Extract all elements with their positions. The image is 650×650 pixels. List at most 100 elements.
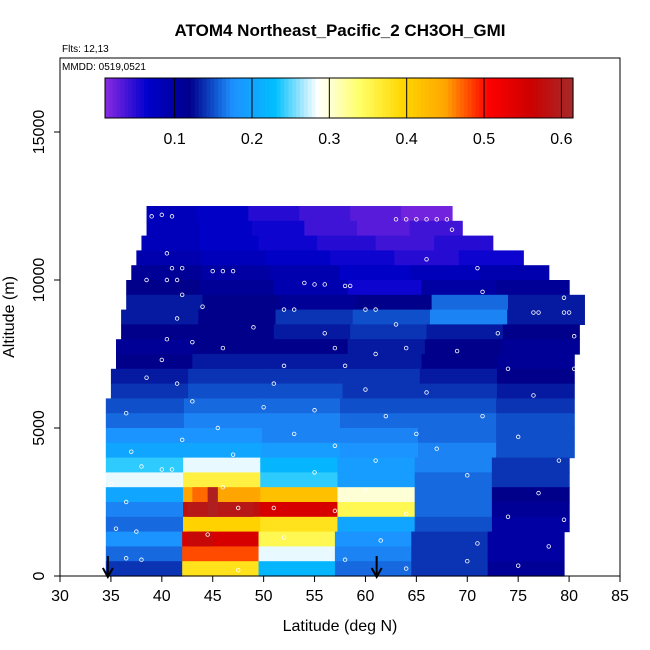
colorbar-swatch	[549, 78, 555, 118]
heatmap-cell	[182, 546, 260, 562]
colorbar-swatch	[300, 78, 305, 118]
heatmap-cell	[141, 235, 201, 251]
y-tick-label: 10000	[31, 258, 48, 303]
sample-point	[571, 366, 577, 371]
colorbar-swatch	[491, 78, 496, 118]
colorbar-tick-label: 0.2	[241, 131, 263, 148]
sample-point	[159, 467, 165, 472]
sample-point	[312, 282, 317, 287]
heatmap-cell	[261, 442, 341, 459]
sample-point	[134, 529, 139, 534]
sample-point	[444, 217, 450, 222]
colorbar-swatch	[350, 78, 356, 118]
colorbar-swatch	[393, 78, 399, 118]
colorbar-swatch	[381, 78, 387, 118]
sample-point	[271, 381, 277, 386]
sample-point	[556, 458, 562, 463]
heatmap-layer	[105, 206, 585, 577]
heatmap-cell	[414, 457, 493, 473]
sample-point	[251, 325, 256, 330]
sample-point	[190, 339, 195, 345]
colorbar-swatch	[307, 78, 313, 118]
colorbar-swatch	[222, 78, 227, 118]
sample-point	[139, 557, 144, 562]
heatmap-cell	[188, 368, 266, 385]
colorbar-swatch	[389, 78, 395, 118]
heatmap-cell	[105, 442, 185, 459]
y-tick-label: 15000	[31, 110, 48, 155]
colorbar-swatch	[183, 78, 188, 118]
colorbar-swatch	[339, 78, 344, 118]
colorbar-swatch	[428, 78, 434, 118]
sample-point	[179, 265, 185, 271]
colorbar-swatch	[229, 78, 235, 118]
heatmap-cell	[188, 383, 266, 399]
colorbar-swatch	[241, 78, 246, 118]
heatmap-cell	[136, 250, 202, 266]
heatmap-hotspot	[187, 502, 254, 517]
colorbar-swatch	[487, 78, 492, 118]
sample-point	[571, 334, 577, 339]
heatmap-cell	[491, 516, 570, 533]
sample-point	[363, 307, 368, 312]
heatmap-cell	[497, 354, 575, 370]
heatmap-cell	[334, 546, 412, 562]
sample-point	[149, 214, 154, 219]
heatmap-cell	[183, 428, 263, 444]
colorbar-swatch	[276, 78, 282, 118]
heatmap-cell	[258, 531, 336, 547]
heatmap-cell	[261, 398, 341, 414]
x-axis-label: Latitude (deg N)	[283, 618, 398, 635]
sample-point	[139, 464, 144, 469]
colorbar-swatch	[225, 78, 231, 118]
colorbar-swatch	[569, 78, 574, 118]
heatmap-cell	[183, 457, 261, 473]
colorbar-swatch	[467, 78, 473, 118]
colorbar-swatch	[159, 78, 165, 118]
heatmap-cell	[304, 220, 358, 237]
heatmap-cell	[146, 220, 200, 237]
heatmap-cell	[260, 487, 339, 503]
colorbar-swatch	[471, 78, 477, 118]
heatmap-cell	[329, 250, 395, 266]
colorbar-swatch	[420, 78, 426, 118]
heatmap-cell	[278, 294, 356, 311]
sample-point	[434, 446, 439, 451]
sample-point	[220, 345, 226, 351]
heatmap-cell	[121, 324, 199, 340]
sample-point	[403, 217, 409, 222]
colorbar-swatch	[245, 78, 250, 118]
colorbar-swatch	[108, 78, 114, 118]
colorbar-swatch	[116, 78, 122, 118]
colorbar-swatch	[202, 78, 207, 118]
colorbar-swatch	[284, 78, 289, 118]
heatmap-cell	[183, 442, 263, 459]
heatmap-cell	[401, 206, 453, 222]
y-tick-label: 5000	[31, 410, 48, 446]
colorbar-swatch	[417, 78, 422, 118]
sample-point	[281, 363, 287, 369]
sample-point	[281, 307, 287, 312]
colorbar-swatch	[268, 78, 274, 118]
heatmap-cell	[265, 368, 344, 385]
heatmap-cell	[487, 531, 565, 547]
heatmap-cell	[183, 516, 261, 533]
colorbar-swatch	[257, 78, 262, 118]
colorbar-swatch	[498, 78, 504, 118]
colorbar-swatch	[323, 78, 328, 118]
heatmap-cell	[426, 324, 504, 340]
sample-point	[291, 431, 297, 437]
x-tick-label: 45	[204, 588, 222, 605]
heatmap-cell	[116, 339, 194, 355]
heatmap-cell	[342, 383, 421, 399]
colorbar-swatch	[553, 78, 558, 118]
colorbar-swatch	[346, 78, 352, 118]
heatmap-cell	[105, 516, 184, 533]
heatmap-cell	[411, 546, 489, 562]
heatmap-cell	[265, 250, 331, 266]
sample-point	[179, 437, 185, 443]
colorbar-swatch	[522, 78, 527, 118]
heatmap-cell	[418, 398, 497, 414]
sample-point	[566, 564, 572, 570]
sample-point	[129, 449, 134, 454]
